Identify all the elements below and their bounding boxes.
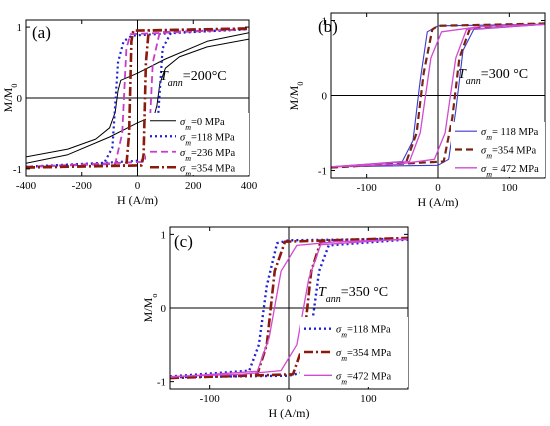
series-2-upper-branch xyxy=(170,238,408,378)
series-3-upper-branch xyxy=(26,27,249,169)
x-axis-label: H (A/m) xyxy=(117,193,158,207)
legend-entry: σm=354 MPa xyxy=(336,348,391,363)
series-1-lower-branch xyxy=(331,22,545,169)
annealing-temperature-annotation: Tann=350 °C xyxy=(318,285,388,305)
y-tick-label: -1 xyxy=(318,166,327,178)
x-tick-label: 100 xyxy=(360,393,377,405)
x-tick-label: 0 xyxy=(286,393,292,405)
y-tick-label: 0 xyxy=(17,93,23,105)
panel-label: (b) xyxy=(318,17,338,36)
x-tick-label: 100 xyxy=(501,182,518,194)
panel-b: -100 0 100 -1 0 1 H (A/m) M/M0 (b) Tann=300 °C σm=… xyxy=(287,12,546,209)
panel-label: (c) xyxy=(174,232,193,251)
series-1-lower-branch xyxy=(170,236,408,380)
series-0-lower-branch xyxy=(26,38,249,164)
series-2-upper-branch xyxy=(331,23,545,168)
panel-c: -100 0 100 -1 0 1 H (A/m) M/Mo (c) Tann=350 °C σm=… xyxy=(141,226,409,420)
y-tick-label: 1 xyxy=(322,16,328,28)
y-axis-label: M/M0 xyxy=(1,84,19,113)
legend: σm= 118 MPa σm=354 MPa σm= 472 MPa xyxy=(451,122,545,178)
series-3-lower-branch xyxy=(26,27,249,169)
series-2-lower-branch xyxy=(331,23,545,168)
series-0-upper-branch xyxy=(170,237,408,378)
series-1-upper-branch xyxy=(331,22,545,169)
x-tick-label: 400 xyxy=(241,180,258,192)
y-tick-label: -1 xyxy=(13,164,22,176)
legend-entry: σm=354 MPa xyxy=(481,146,536,161)
series-group xyxy=(170,236,408,380)
series-group xyxy=(331,22,545,169)
x-tick-label: -400 xyxy=(16,180,37,192)
x-axis-label: H (A/m) xyxy=(269,406,310,420)
y-axis-label: M/M0 xyxy=(287,82,305,111)
series-2-lower-branch xyxy=(26,28,249,168)
x-tick-label: -100 xyxy=(200,393,221,405)
series-group xyxy=(26,27,249,169)
panel-label: (a) xyxy=(32,23,51,42)
legend-entry: σm=118 MPa xyxy=(336,325,391,340)
y-axis-label: M/Mo xyxy=(141,294,159,323)
legend-box xyxy=(146,113,249,175)
legend-entry: σm=0 MPa xyxy=(180,117,225,132)
annealing-temperature-annotation: Tann=300 °C xyxy=(458,67,528,87)
y-tick-label: -1 xyxy=(157,377,166,389)
x-tick-label: 0 xyxy=(135,180,141,192)
legend-entry: σm=118 MPa xyxy=(180,132,235,147)
panel-a: -400 -200 0 200 400 -1 0 1 H (A/m) M/M0 (a) Tann=20… xyxy=(1,19,258,207)
y-tick-label: 1 xyxy=(17,22,23,34)
y-tick-label: 0 xyxy=(322,91,328,103)
series-2-lower-branch xyxy=(170,238,408,378)
legend-entry: σm= 118 MPa xyxy=(481,127,539,142)
y-tick-label: 0 xyxy=(161,303,167,315)
x-tick-label: 200 xyxy=(185,180,202,192)
legend-entry: σm=472 MPa xyxy=(336,371,391,386)
legend: σm=118 MPa σm=354 MPa σm=472 MPa xyxy=(300,317,408,387)
x-axis-label: H (A/m) xyxy=(418,195,459,209)
x-tick-label: -100 xyxy=(357,182,378,194)
legend-entry: σm=354 MPa xyxy=(180,163,235,178)
legend-entry: σm= 472 MPa xyxy=(481,164,539,179)
y-tick-label: 1 xyxy=(161,229,167,241)
x-tick-label: -200 xyxy=(72,180,93,192)
x-tick-label: 0 xyxy=(435,182,441,194)
legend-entry: σm=236 MPa xyxy=(180,148,235,163)
series-0-upper-branch xyxy=(26,32,249,158)
annealing-temperature-annotation: Tann=200°C xyxy=(160,69,227,89)
